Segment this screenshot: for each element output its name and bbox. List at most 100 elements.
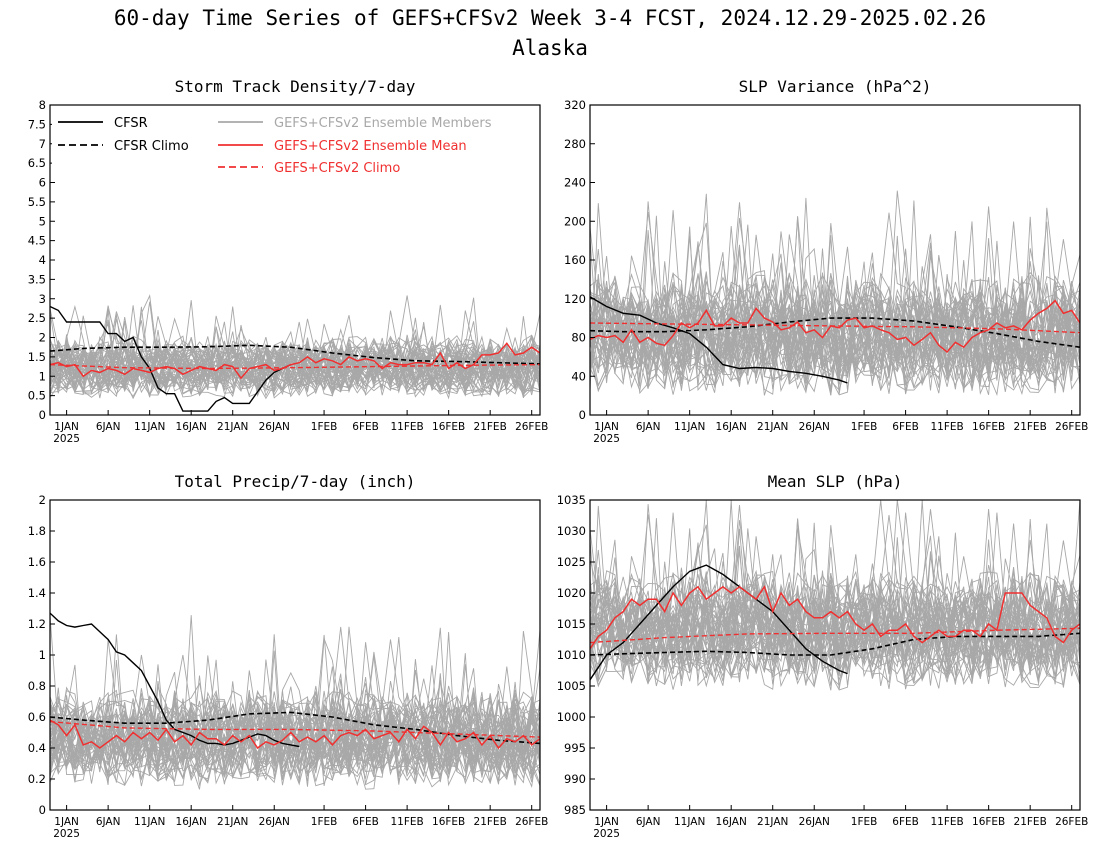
y-tick-label: 1025	[557, 555, 586, 569]
x-tick-label: 26FEB	[515, 421, 548, 433]
series-dashed-red	[590, 627, 1080, 644]
x-tick-label: 6FEB	[892, 816, 919, 828]
ensemble-member-line	[50, 338, 540, 387]
x-tick-label: 16FEB	[972, 816, 1005, 828]
x-tick-label: 11FEB	[390, 816, 423, 828]
x-tick-label: 1FEB	[311, 816, 338, 828]
x-tick-label: 16FEB	[432, 816, 465, 828]
y-tick-label: 8	[39, 98, 46, 112]
x-tick-label: 11JAN	[134, 816, 165, 828]
x-tick-label: 26FEB	[515, 816, 548, 828]
y-tick-label: 4	[39, 253, 46, 267]
y-tick-label: 200	[564, 214, 586, 228]
ensemble-member-line	[590, 261, 1080, 390]
panel-title: Mean SLP (hPa)	[768, 472, 903, 491]
series-dashed-red	[590, 322, 1080, 334]
legend: CFSR CFSR Climo GEFS+CFSv2 Ensemble Member…	[52, 108, 536, 176]
y-tick-label: 1.2	[28, 617, 46, 631]
x-tick-label: 1JAN	[54, 421, 79, 433]
x-tick-label: 11FEB	[390, 421, 423, 433]
panel-title: Storm Track Density/7-day	[175, 77, 416, 96]
x-tick-label: 16JAN	[716, 421, 747, 433]
series-dashed-red	[50, 363, 540, 370]
x-tick-year: 2025	[593, 828, 620, 840]
y-tick-label: 0	[579, 408, 586, 422]
panel-4: Mean SLP (hPa) 985 990 995 1000 1005 1010 1015 1…	[557, 472, 1089, 840]
x-tick-label: 6JAN	[96, 421, 121, 433]
y-tick-label: 2.5	[28, 311, 46, 325]
series-dashed-black	[50, 711, 540, 745]
legend-climo: GEFS+CFSv2 Climo	[274, 161, 400, 176]
x-tick-label: 26FEB	[1055, 816, 1088, 828]
y-tick-label: 0	[39, 803, 46, 817]
ensemble-member-line	[50, 317, 540, 393]
ensemble-member-line	[590, 244, 1080, 396]
series-dashed-black	[590, 317, 1080, 348]
x-tick-label: 1JAN	[594, 421, 619, 433]
series-dashed-black	[590, 632, 1080, 656]
x-tick-label: 21FEB	[1014, 816, 1047, 828]
y-tick-label: 320	[564, 98, 586, 112]
series-solid-red	[590, 299, 1080, 354]
y-tick-label: 0	[39, 408, 46, 422]
legend-members: GEFS+CFSv2 Ensemble Members	[274, 116, 492, 131]
plot-area	[590, 500, 1080, 691]
series-dashed-black	[50, 344, 540, 365]
y-tick-label: 1000	[557, 710, 586, 724]
y-tick-label: 1	[39, 648, 46, 662]
y-tick-label: 1035	[557, 493, 586, 507]
ensemble-member-line	[590, 211, 1080, 369]
figure-title: 60-day Time Series of GEFS+CFSv2 Week 3-…	[113, 6, 987, 30]
legend-cfsr-climo: CFSR Climo	[114, 139, 189, 154]
legend-cfsr: CFSR	[114, 116, 148, 131]
y-tick-label: 5	[39, 214, 46, 228]
plot-area	[50, 612, 540, 790]
plot-area	[50, 294, 540, 412]
y-tick-label: 4.5	[28, 234, 46, 248]
ensemble-member-line	[50, 656, 540, 775]
ensemble-member-line	[50, 707, 540, 781]
x-tick-label: 1FEB	[851, 421, 878, 433]
ensemble-member-line	[590, 210, 1080, 369]
panel-2: SLP Variance (hPa^2) 0 40 80 120 160 200 240 280…	[564, 77, 1088, 445]
y-tick-label: 2	[39, 331, 46, 345]
y-tick-label: 1030	[557, 524, 586, 538]
plot-area	[590, 190, 1080, 397]
panel-1: Storm Track Density/7-day 0 0.5 1 1.5 2 2.5 3 3.…	[28, 77, 549, 445]
ensemble-member-line	[50, 627, 540, 761]
y-tick-label: 1015	[557, 617, 586, 631]
y-tick-label: 80	[571, 331, 586, 345]
y-tick-label: 1.4	[28, 586, 46, 600]
y-tick-label: 6	[39, 176, 46, 190]
y-tick-label: 160	[564, 253, 586, 267]
x-tick-label: 26JAN	[259, 816, 290, 828]
x-tick-label: 6JAN	[636, 421, 661, 433]
x-tick-label: 6FEB	[892, 421, 919, 433]
y-tick-label: 2	[39, 493, 46, 507]
series-solid-red	[50, 342, 540, 380]
ensemble-member-line	[50, 321, 540, 397]
y-tick-label: 1	[39, 369, 46, 383]
x-tick-label: 26JAN	[259, 421, 290, 433]
x-tick-label: 6JAN	[636, 816, 661, 828]
y-tick-label: 280	[564, 137, 586, 151]
ensemble-member-line	[50, 664, 540, 776]
series-solid-black	[590, 296, 848, 384]
ensemble-member-line	[590, 561, 1080, 685]
y-tick-label: 1.6	[28, 555, 46, 569]
ensemble-member-line	[590, 539, 1080, 676]
ensemble-member-line	[590, 275, 1080, 367]
ensemble-member-line	[590, 223, 1080, 381]
x-tick-label: 1FEB	[311, 421, 338, 433]
panel-title: Total Precip/7-day (inch)	[175, 472, 416, 491]
y-tick-label: 6.5	[28, 156, 46, 170]
x-tick-label: 21FEB	[474, 816, 507, 828]
x-tick-label: 6FEB	[352, 816, 379, 828]
x-tick-label: 21JAN	[217, 816, 248, 828]
series-solid-red	[50, 719, 540, 750]
x-tick-label: 16JAN	[176, 421, 207, 433]
ensemble-member-line	[50, 626, 540, 764]
y-tick-label: 3.5	[28, 272, 46, 286]
x-tick-label: 1JAN	[594, 816, 619, 828]
